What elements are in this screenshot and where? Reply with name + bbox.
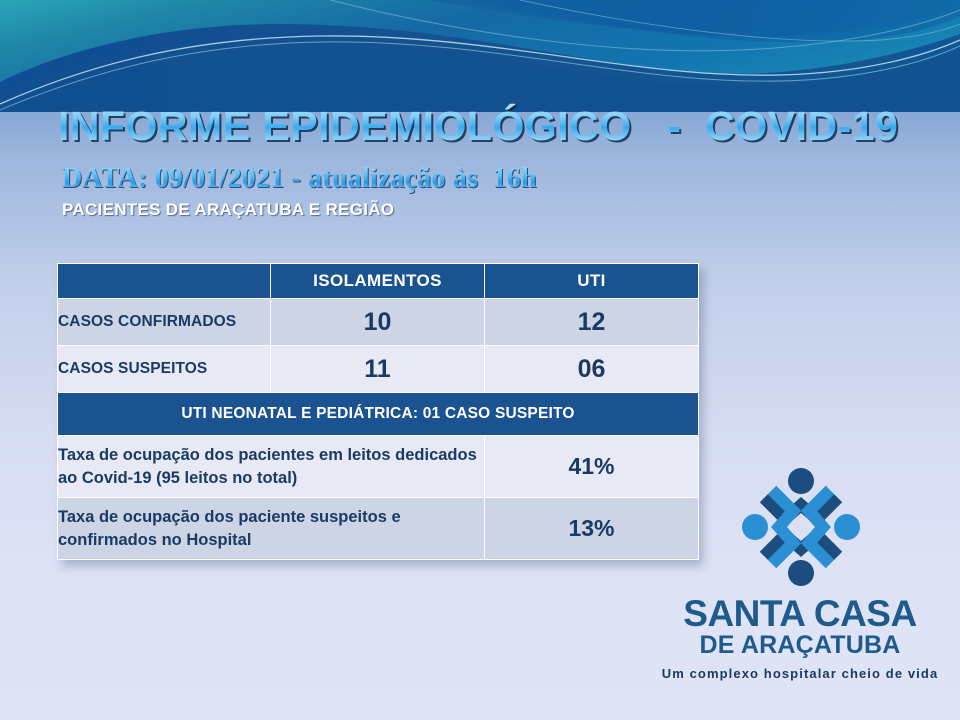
four-people-circle-icon: [738, 464, 864, 595]
date-subtitle: DATA: 09/01/2021 - atualização às 16h: [62, 163, 537, 194]
rate-value-hospital: 13%: [484, 497, 699, 560]
table-band-row: UTI NEONATAL E PEDIÁTRICA: 01 CASO SUSPE…: [57, 392, 699, 436]
logo-name-line-2: DE ARAÇATUBA: [699, 631, 901, 659]
value-confirmados-isolamentos: 10: [270, 298, 485, 346]
value-suspeitos-uti: 06: [484, 345, 699, 393]
column-header-isolamentos: ISOLAMENTOS: [270, 263, 485, 299]
rate-value-leitos-covid: 41%: [484, 435, 699, 498]
row-label-casos-suspeitos: CASOS SUSPEITOS: [57, 345, 271, 393]
table-row: Taxa de ocupação dos pacientes em leitos…: [57, 435, 699, 498]
value-suspeitos-isolamentos: 11: [270, 345, 485, 393]
report-table-container: ISOLAMENTOS UTI CASOS CONFIRMADOS 10 12 …: [57, 263, 699, 560]
heading-block: INFORME EPIDEMIOLÓGICO - COVID-19 DATA: …: [0, 0, 960, 240]
rate-label-leitos-covid: Taxa de ocupação dos pacientes em leitos…: [57, 435, 485, 498]
page-title: INFORME EPIDEMIOLÓGICO - COVID-19: [58, 103, 899, 149]
table-header-row: ISOLAMENTOS UTI: [57, 263, 699, 299]
logo-tagline: Um complexo hospitalar cheio de vida: [661, 666, 939, 681]
logo-name-line-1: SANTA CASA: [683, 593, 917, 634]
band-note-uti-neonatal: UTI NEONATAL E PEDIÁTRICA: 01 CASO SUSPE…: [57, 392, 699, 436]
decorative-wave-banner: [0, 0, 960, 112]
santa-casa-logo: SANTA CASA DE ARAÇATUBA Um complexo hosp…: [640, 462, 960, 698]
table-row: Taxa de ocupação dos paciente suspeitos …: [57, 497, 699, 560]
value-confirmados-uti: 12: [484, 298, 699, 346]
scope-subtitle: PACIENTES DE ARAÇATUBA E REGIÃO: [62, 200, 395, 219]
table-row: CASOS CONFIRMADOS 10 12: [57, 298, 699, 346]
report-table: ISOLAMENTOS UTI CASOS CONFIRMADOS 10 12 …: [57, 263, 699, 560]
rate-label-hospital: Taxa de ocupação dos paciente suspeitos …: [57, 497, 485, 560]
table-row: CASOS SUSPEITOS 11 06: [57, 345, 699, 393]
column-header-uti: UTI: [484, 263, 699, 299]
row-label-casos-confirmados: CASOS CONFIRMADOS: [57, 298, 271, 346]
column-header-blank: [57, 263, 271, 299]
